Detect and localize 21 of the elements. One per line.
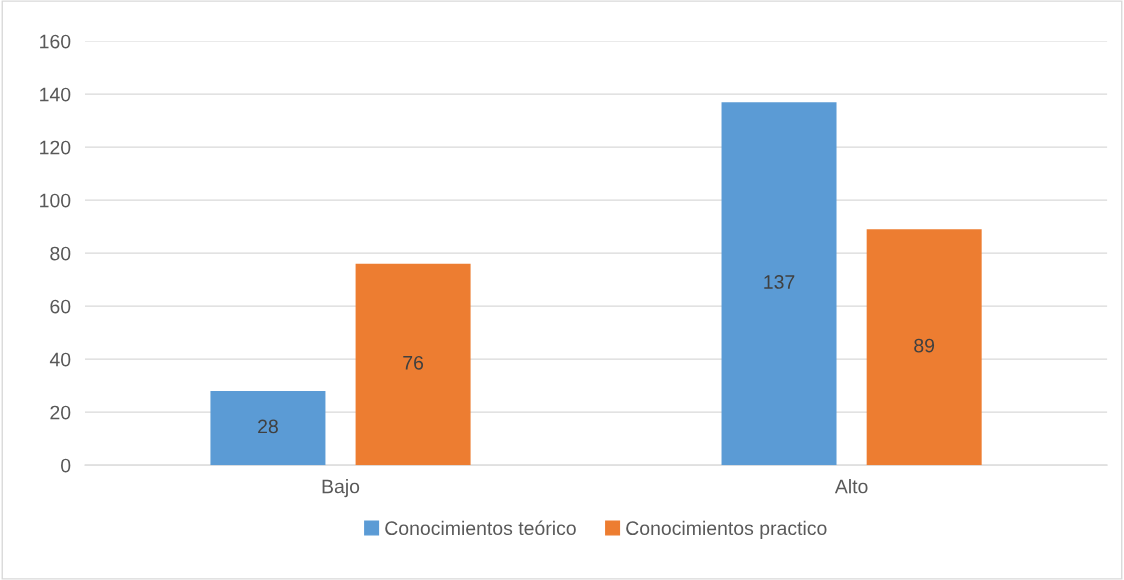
y-tick-label: 80 — [50, 246, 71, 261]
y-tick-label: 140 — [40, 87, 71, 102]
legend-label: Conocimientos teórico — [385, 520, 576, 536]
legend-label: Conocimientos practico — [626, 520, 827, 539]
y-tick-label: 100 — [40, 193, 71, 208]
y-tick-label: 40 — [49, 352, 71, 367]
x-tick-label: Bajo — [322, 479, 360, 498]
y-tick-label: 60 — [50, 299, 71, 314]
x-tick-label: Alto — [834, 479, 868, 494]
bar — [721, 102, 837, 466]
bar — [210, 390, 326, 466]
bar — [355, 263, 471, 466]
data-label: 89 — [914, 338, 935, 353]
y-tick-label: 20 — [50, 405, 71, 420]
y-tick-label: 0 — [61, 458, 71, 473]
bar — [866, 229, 982, 466]
y-tick-label: 120 — [40, 140, 71, 155]
data-label: 28 — [258, 419, 278, 434]
y-tick-label: 160 — [40, 34, 71, 49]
data-label: 137 — [764, 275, 795, 289]
data-label: 76 — [403, 355, 424, 370]
